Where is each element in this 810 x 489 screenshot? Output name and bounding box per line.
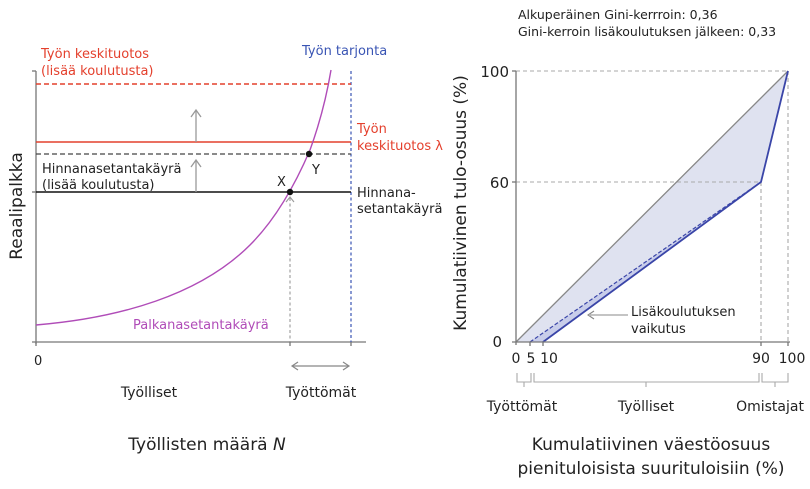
y-tick-label-100: 100 xyxy=(480,63,509,81)
annotation-arrow-head xyxy=(587,310,595,320)
unemployed-label: Työttömät xyxy=(285,385,357,401)
avg-product-label-1: Työn xyxy=(356,122,387,137)
avg-product-edu-label-1: Työn keskituotos xyxy=(40,47,149,62)
wage-setting-curve xyxy=(35,69,332,326)
x-axis-label-1: Kumulatiivinen väestöosuus xyxy=(532,435,771,455)
y-axis-label: Reaalipalkka xyxy=(7,152,27,260)
x-axis-label-2: pienituloisista suurituloisiin (%) xyxy=(518,459,785,479)
point-x xyxy=(286,188,294,196)
shift-arrow-lower-head xyxy=(190,158,202,168)
group-label-owners: Omistajat xyxy=(736,399,804,415)
x-tick-label-0: 0 xyxy=(512,351,521,367)
y-tick-label-0: 0 xyxy=(492,333,502,351)
lorenz-original xyxy=(542,70,789,343)
price-setting-edu-label-1: Hinnanasetantakäyrä xyxy=(42,162,181,177)
equality-line xyxy=(515,70,789,343)
bracket-employed xyxy=(533,373,760,387)
lorenz-after-education xyxy=(529,181,762,343)
annotation-line-2: vaikutus xyxy=(631,322,686,337)
x-axis-label-var: N xyxy=(273,435,286,455)
price-setting-label-2: setantakäyrä xyxy=(357,202,442,217)
avg-product-label-2: keskituotos λ xyxy=(357,139,443,154)
x-axis-label: Työllisten määrä N xyxy=(127,435,286,455)
x-drop-arrow-head xyxy=(285,196,295,203)
shift-arrow-upper-head xyxy=(190,108,202,118)
unemployed-range-arrow-left xyxy=(290,361,299,371)
x-axis-label-main: Työllisten määrä xyxy=(127,435,273,455)
x-tick-0: 0 xyxy=(34,354,42,369)
right-chart: Alkuperäinen Gini-kerrroin: 0,36 Gini-ke… xyxy=(451,7,805,479)
employed-label: Työlliset xyxy=(120,385,178,401)
price-setting-edu-label-2: (lisää koulutusta) xyxy=(42,178,155,193)
gini-original: Alkuperäinen Gini-kerrroin: 0,36 xyxy=(518,7,718,22)
bracket-unemployed xyxy=(516,373,532,387)
avg-product-edu-label-2: (lisää koulutusta) xyxy=(41,64,154,79)
x-tick-label-100: 100 xyxy=(779,351,806,367)
point-y-label: Y xyxy=(311,163,320,178)
y-axis-label: Kumulatiivinen tulo-osuus (%) xyxy=(451,75,471,331)
group-label-employed: Työlliset xyxy=(617,399,675,415)
x-tick-label-5: 5 xyxy=(527,351,536,367)
x-tick-label-90: 90 xyxy=(752,351,770,367)
gini-after: Gini-kerroin lisäkoulutuksen jälkeen: 0,… xyxy=(518,24,776,39)
group-label-unemployed: Työttömät xyxy=(486,399,558,415)
point-y xyxy=(305,150,313,158)
labor-supply-label: Työn tarjonta xyxy=(301,44,387,59)
left-chart: X Y Työn keskituotos (lisää koulutusta) … xyxy=(7,44,443,455)
price-setting-label-1: Hinnana- xyxy=(357,186,416,201)
wage-setting-label: Palkanasetantakäyrä xyxy=(133,318,269,333)
annotation-line-1: Lisäkoulutuksen xyxy=(631,305,736,320)
unemployed-range-arrow-right xyxy=(342,361,351,371)
x-tick-label-10: 10 xyxy=(540,351,558,367)
point-x-label: X xyxy=(277,175,286,190)
bracket-owners xyxy=(761,373,789,387)
y-tick-label-60: 60 xyxy=(490,174,509,192)
